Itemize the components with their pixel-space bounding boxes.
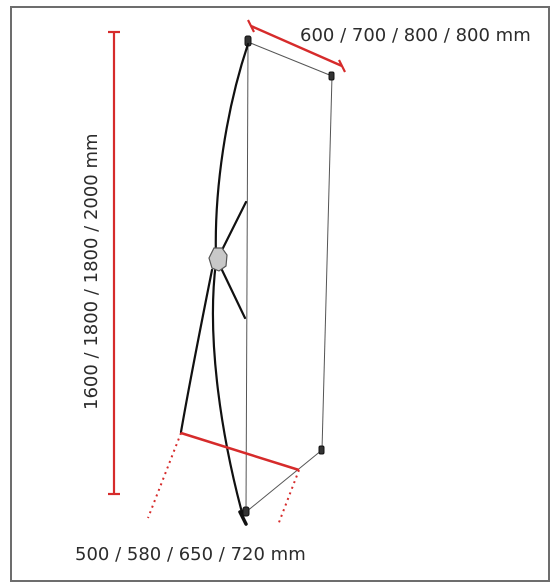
height-label: 1600 / 1800 / 1800 / 2000 mm xyxy=(81,133,102,410)
base-label: 500 / 580 / 650 / 720 mm xyxy=(75,544,306,565)
diagram-frame xyxy=(10,6,550,582)
corner-clips xyxy=(242,35,335,517)
stand-poles xyxy=(179,42,250,522)
banner-outline xyxy=(245,41,333,513)
bottom-foot xyxy=(238,510,248,526)
width-dimension-line xyxy=(247,19,346,73)
central-hub xyxy=(208,247,228,272)
width-label: 600 / 700 / 800 / 800 mm xyxy=(300,25,531,46)
height-dimension-line xyxy=(108,30,120,496)
base-dimension-line xyxy=(147,431,300,526)
